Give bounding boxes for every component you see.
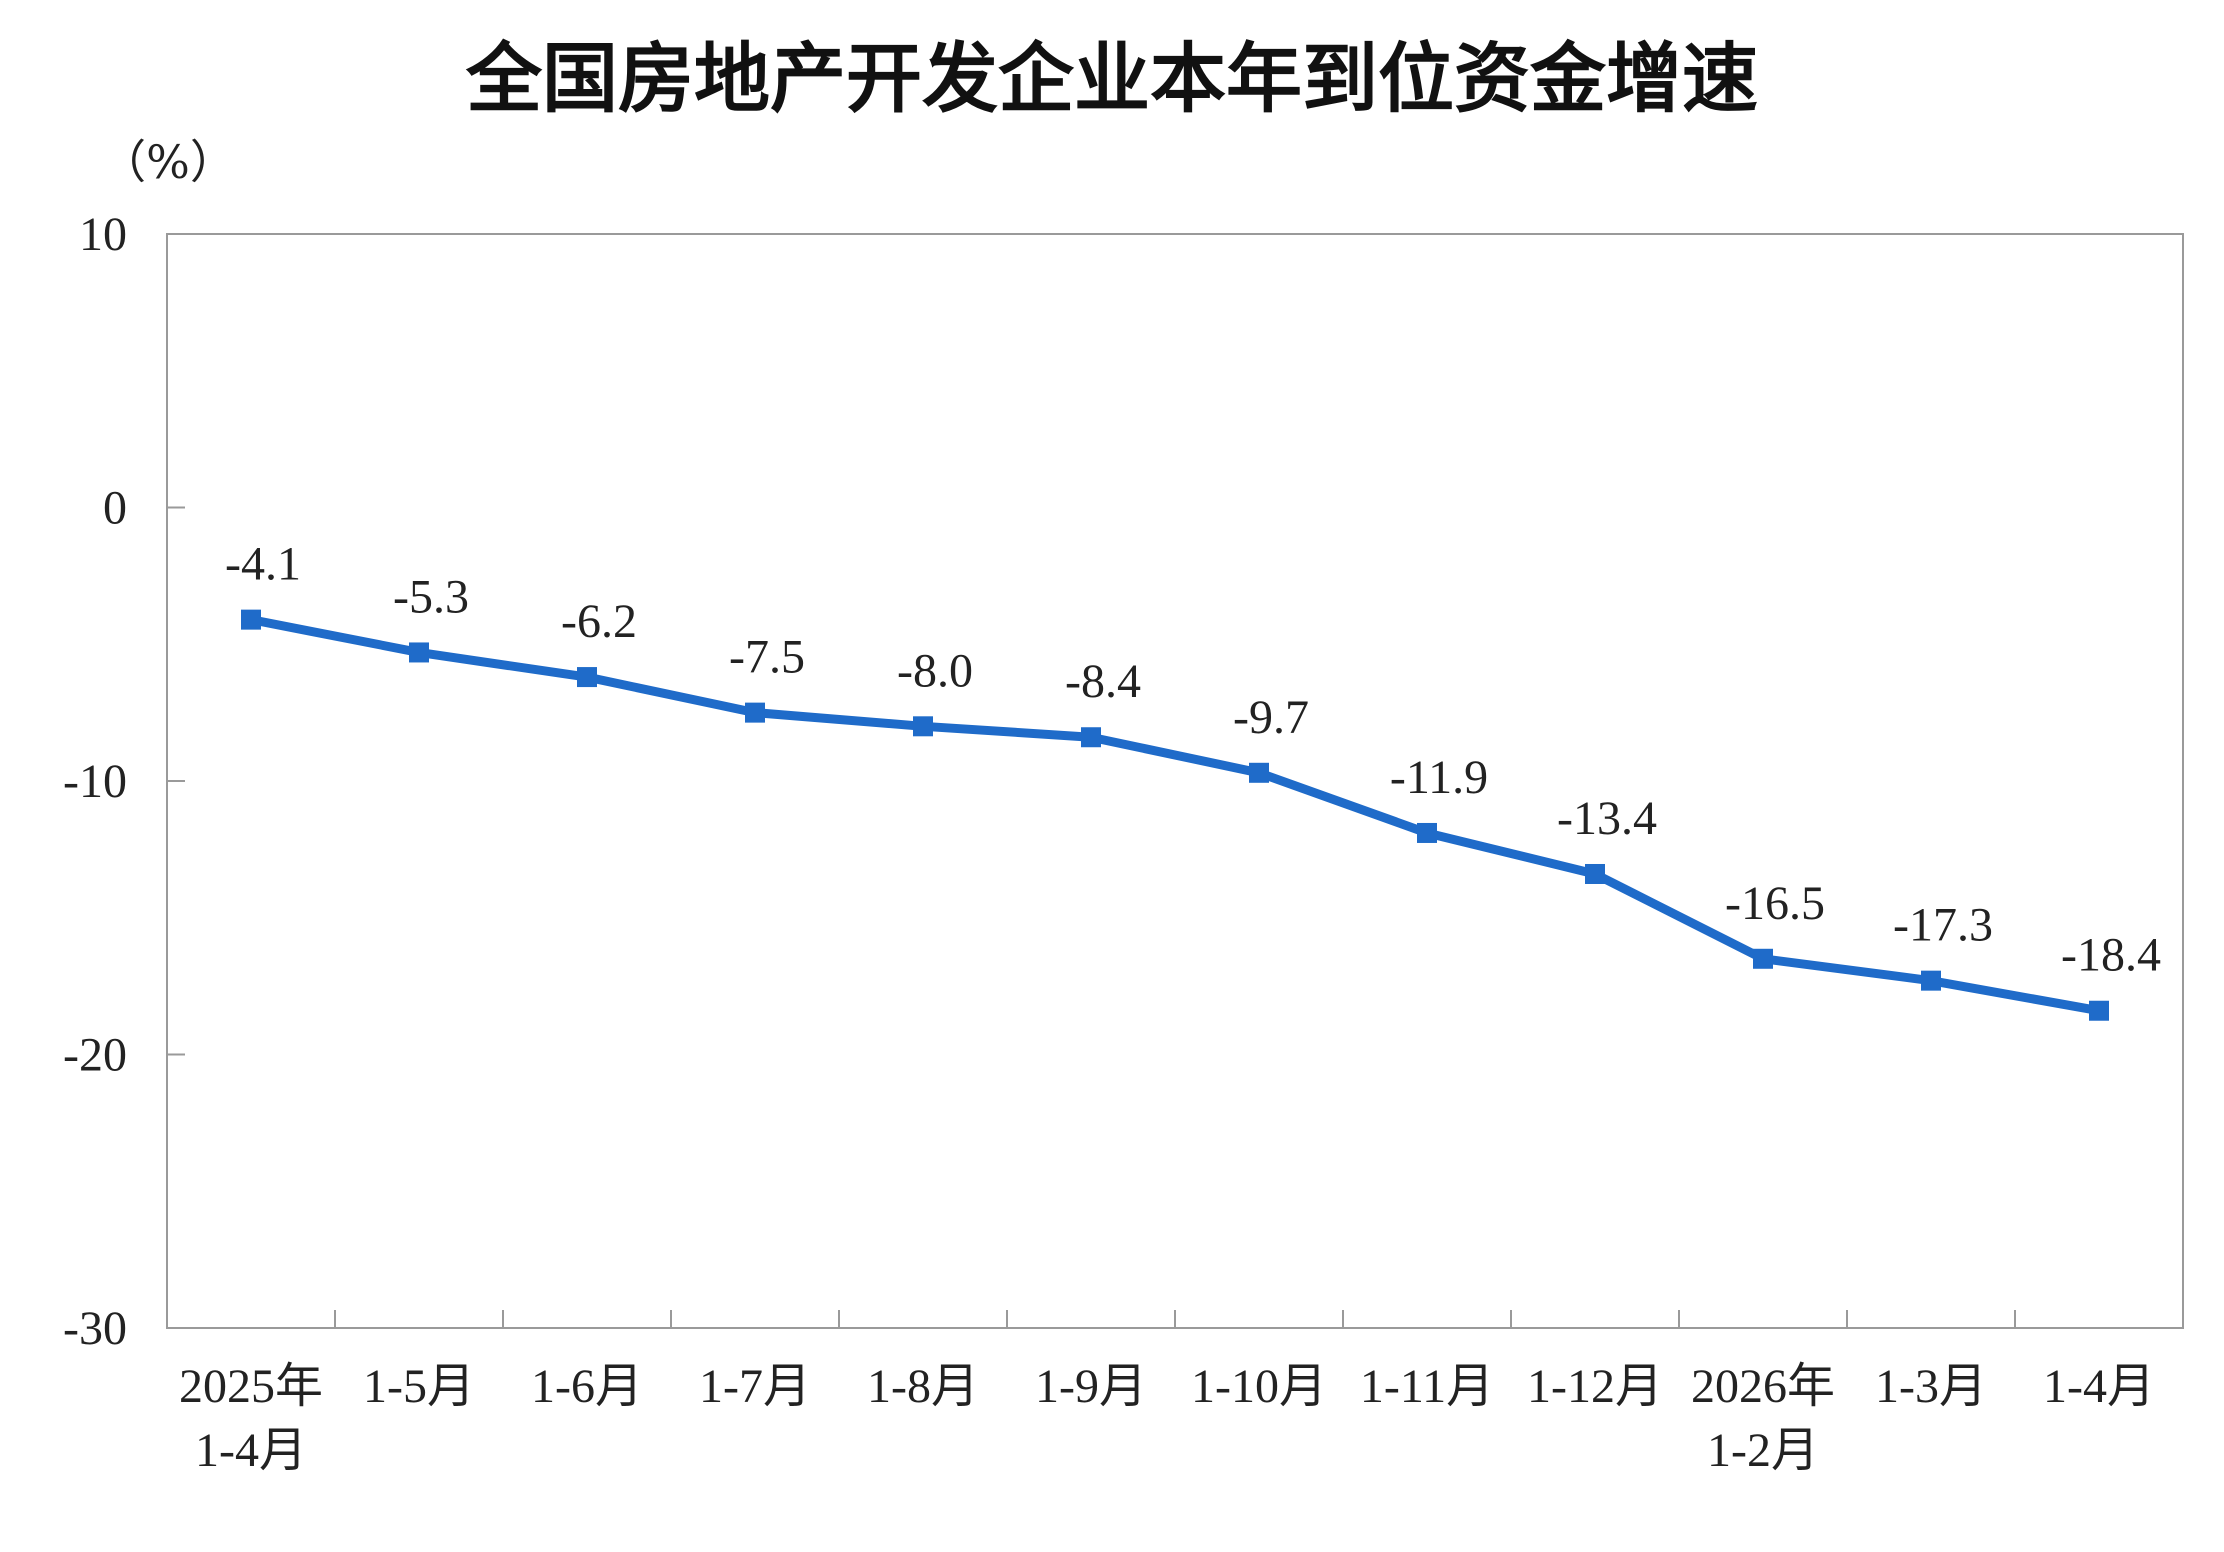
data-label: -17.3: [1893, 899, 1993, 952]
data-label: -8.4: [1065, 655, 1141, 708]
data-point-marker: [913, 716, 933, 737]
x-axis: 2025年 1-4月 1-5月 1-6月 1-7月 1-8月 1-9月 1-10月 1-11月 1…: [179, 1310, 2155, 1477]
data-label: -9.7: [1233, 691, 1309, 744]
data-point-marker: [1081, 727, 1101, 748]
data-label: -11.9: [1390, 751, 1488, 804]
data-point-marker: [1249, 762, 1269, 783]
chart-title: 全国房地产开发企业本年到位资金增速: [465, 34, 1758, 123]
data-point-marker: [1921, 970, 1941, 991]
data-labels: -4.1 -5.3 -6.2 -7.5 -8.0 -8.4 -9.7 -11.9 -13.4 -1…: [225, 538, 2161, 982]
data-label: -6.2: [561, 595, 637, 648]
plot-area-frame: [166, 233, 2184, 1329]
data-point-marker: [1585, 863, 1605, 884]
data-point-marker: [1417, 822, 1437, 843]
data-label: -18.4: [2061, 929, 2161, 982]
data-label: -7.5: [729, 631, 805, 684]
data-label: -16.5: [1725, 877, 1825, 930]
x-tick-label: 2026年 1-2月: [1691, 1360, 1835, 1477]
x-tick-label: 1-11月: [1360, 1360, 1494, 1413]
data-label: -4.1: [225, 538, 301, 591]
data-point-marker: [1753, 948, 1773, 969]
x-tick-label: 1-7月: [699, 1360, 811, 1413]
x-tick-label: 1-12月: [1527, 1360, 1663, 1413]
y-tick-label: -30: [63, 1302, 127, 1355]
x-tick-label: 1-3月: [1875, 1360, 1987, 1413]
data-point-marker: [409, 642, 429, 663]
data-label: -13.4: [1557, 792, 1657, 845]
y-tick-label: -10: [63, 755, 127, 808]
series-line-group: [241, 609, 2109, 1021]
data-point-marker: [2089, 1000, 2109, 1021]
y-tick-label: -20: [63, 1029, 127, 1082]
data-point-marker: [241, 609, 261, 630]
data-point-marker: [745, 702, 765, 723]
x-tick-label: 1-4月: [2043, 1360, 2155, 1413]
x-tick-label: 1-6月: [531, 1360, 643, 1413]
y-tick-label: 10: [79, 208, 127, 261]
x-tick-label: 2025年 1-4月: [179, 1360, 323, 1477]
data-label: -8.0: [897, 644, 973, 697]
data-label: -5.3: [393, 570, 469, 623]
x-tick-label: 1-10月: [1191, 1360, 1327, 1413]
x-tick-label: 1-8月: [867, 1360, 979, 1413]
y-tick-label: 0: [103, 482, 127, 535]
series-line: [246, 615, 2104, 1016]
x-tick-label: 1-9月: [1035, 1360, 1147, 1413]
x-tick-label: 1-5月: [363, 1360, 475, 1413]
data-point-marker: [577, 667, 597, 688]
y-axis-unit-label: （%）: [100, 135, 236, 189]
y-axis: 10 0 -10 -20 -30: [63, 208, 185, 1355]
